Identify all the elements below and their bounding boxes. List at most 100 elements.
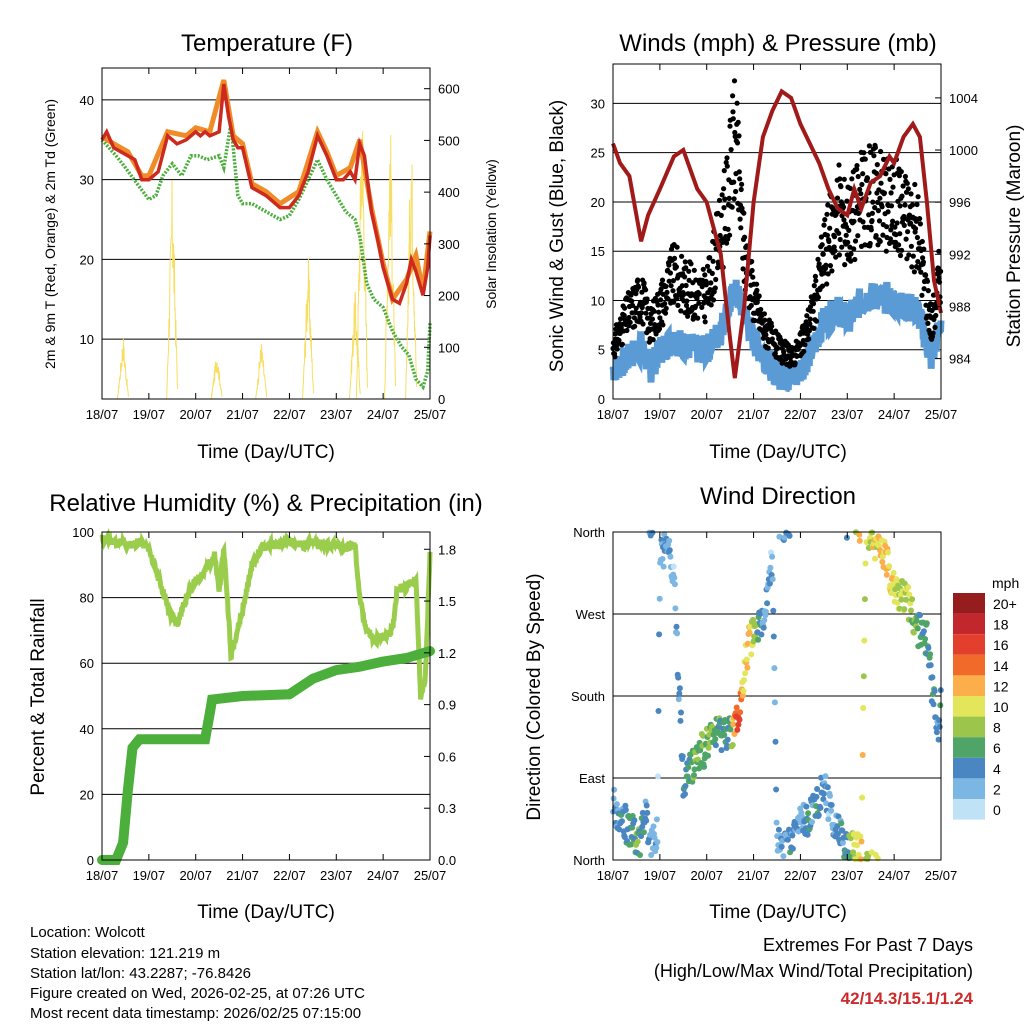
gust-point [810,308,816,314]
gust-point [658,297,664,303]
legend-label: 10 [993,699,1009,715]
y2-tick-label: 1.5 [438,594,456,609]
direction-point [744,640,751,647]
gust-point [721,205,727,211]
gust-point [801,348,807,354]
direction-point [650,823,657,830]
gust-point [917,221,924,227]
gust-point [754,287,760,293]
direction-point [679,753,686,760]
direction-title: Wind Direction [700,483,856,510]
y2-tick-label: 0.6 [438,749,456,764]
direction-point [930,701,937,708]
gust-point [824,281,830,287]
extremes-title: Extremes For Past 7 Days [763,935,973,955]
gust-point [660,322,666,328]
gust-point [635,277,641,283]
gust-point [867,149,874,155]
temp-9m-line [100,79,433,306]
gust-point [742,234,748,240]
gust-point [840,204,847,210]
direction-point [659,556,666,562]
gust-point [852,256,858,263]
direction-point [772,738,779,745]
direction-point [643,817,650,824]
gust-point [854,166,860,172]
gust-point [932,324,938,330]
gust-point [733,188,739,195]
y2-tick-label: 988 [949,299,971,314]
direction-point [914,625,921,632]
direction-point [778,843,785,850]
gust-point [881,190,888,196]
gust-point [903,236,909,242]
speed-legend: mph 20+ 18 16 14 12 10 8 6 4 2 0 [953,575,1019,820]
direction-point [781,534,788,541]
y2-tick-label: 400 [438,185,460,200]
direction-point [727,726,734,733]
legend-label: 0 [993,802,1001,818]
gust-point [731,196,737,202]
gust-point [657,315,663,321]
x-tick-label: 20/07 [690,407,723,422]
direction-point [929,674,936,681]
x-tick-label: 18/07 [86,407,119,422]
gust-point [674,244,680,250]
direction-point [729,742,736,748]
gust-point [908,191,914,197]
gust-point [837,236,843,243]
gust-point [736,133,742,139]
gust-point [819,242,825,248]
winds-frame [612,63,942,400]
y-tick-label: 10 [591,293,605,308]
direction-point [691,772,697,779]
gust-point [839,244,845,250]
direction-point [671,574,678,581]
legend-label: 14 [993,658,1009,674]
gust-point [875,199,881,205]
direction-point [862,560,869,567]
y-tick-label: 15 [591,244,605,259]
x-tick-label: 23/07 [831,407,864,422]
direction-point [910,629,917,636]
humidity-frame [101,531,431,861]
direction-point [767,564,774,571]
gust-point [704,263,711,269]
gust-point [909,202,916,208]
direction-point [815,812,822,819]
gust-point [815,294,822,300]
legend-label: 8 [993,720,1001,736]
direction-point [760,624,767,631]
direction-point [886,563,893,570]
winds-panel: Winds (mph) & Pressure (mb) 0 5 10 15 20 25 30… [547,30,1024,463]
gust-point [635,284,642,290]
direction-point [859,794,866,801]
x-tick-label: 24/07 [367,868,400,883]
gust-point [878,180,884,186]
direction-point [640,829,647,836]
gust-point [858,191,864,197]
direction-point [771,699,778,706]
gust-point [643,287,649,293]
solar-peak [405,164,418,400]
gust-point [860,171,866,177]
direction-point [931,688,938,695]
direction-point [734,726,741,733]
gust-point [914,234,921,241]
direction-xlabel: Time (Day/UTC) [709,902,847,923]
gust-point [696,300,702,306]
gust-point [649,316,656,322]
gust-point [845,239,851,245]
x-tick-label: 20/07 [179,868,212,883]
temperature-ylabel: 2m & 9m T (Red, Orange) & 2m Td (Green) [42,99,58,369]
direction-series [610,529,944,863]
direction-point [721,731,728,738]
x-tick-label: 21/07 [226,868,259,883]
direction-point [735,721,742,728]
legend-swatch [953,716,985,738]
legend-unit: mph [992,575,1019,591]
direction-point [653,816,660,823]
gust-point [650,337,656,343]
gust-point [688,261,694,267]
solar-peak [355,131,368,400]
